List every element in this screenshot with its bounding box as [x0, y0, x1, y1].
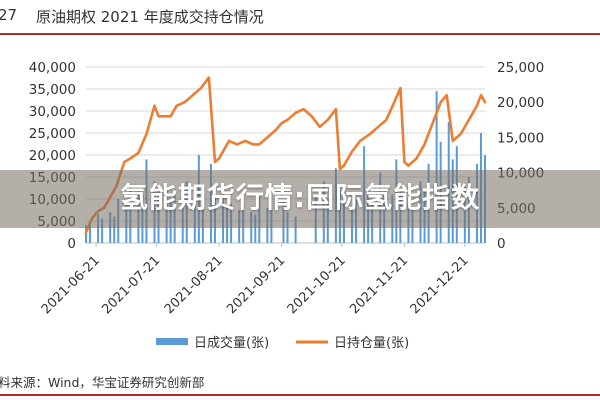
y-left-tick-label: 30,000 — [29, 104, 76, 120]
x-tick-label: 2021-08-21 — [162, 253, 226, 317]
x-tick-label: 2021-10-21 — [285, 253, 349, 317]
x-tick-label: 2021-12-21 — [408, 253, 472, 317]
volume-bar — [294, 216, 297, 243]
figure-title: 原油期权 2021 年度成交持仓情况 — [36, 8, 264, 26]
volume-bar — [254, 214, 257, 243]
y-left-tick-label: 40,000 — [29, 60, 76, 76]
legend-volume-label: 日成交量(张) — [194, 335, 269, 351]
y-left-tick-label: 35,000 — [29, 82, 76, 98]
figure-number: 27 — [0, 6, 18, 24]
x-tick-label: 2021-07-21 — [99, 253, 163, 317]
volume-bar — [113, 216, 116, 243]
volume-bar — [435, 91, 438, 243]
volume-bar — [97, 214, 100, 243]
overlay-title: 氢能期货行情:国际氢能指数 — [119, 181, 481, 214]
y-right-tick-label: 0 — [497, 236, 506, 252]
overlay-banner — [0, 170, 600, 228]
figure-header: 27 原油期权 2021 年度成交持仓情况 — [0, 0, 600, 36]
volume-bar — [85, 225, 87, 243]
y-left-tick-label: 20,000 — [29, 148, 76, 164]
y-right-tick-label: 20,000 — [497, 95, 544, 111]
y-right-tick-label: 15,000 — [497, 130, 544, 146]
footer-rule — [0, 394, 600, 396]
volume-bar — [89, 221, 92, 243]
y-left-tick-label: 25,000 — [29, 126, 76, 142]
x-tick-label: 2021-06-21 — [39, 253, 103, 317]
header-rule — [0, 33, 600, 35]
x-tick-label: 2021-09-21 — [224, 253, 288, 317]
legend-open-interest-label: 日持仓量(张) — [334, 336, 409, 351]
x-tick-label: 2021-11-21 — [347, 253, 411, 317]
source-note: 料来源：Wind，华宝证券研究创新部 — [0, 375, 205, 390]
open-interest-line — [84, 76, 487, 234]
y-right-tick-label: 25,000 — [497, 60, 544, 76]
legend-volume-swatch — [156, 338, 188, 345]
y-left-tick-label: 0 — [67, 236, 76, 252]
volume-bar — [101, 218, 104, 243]
